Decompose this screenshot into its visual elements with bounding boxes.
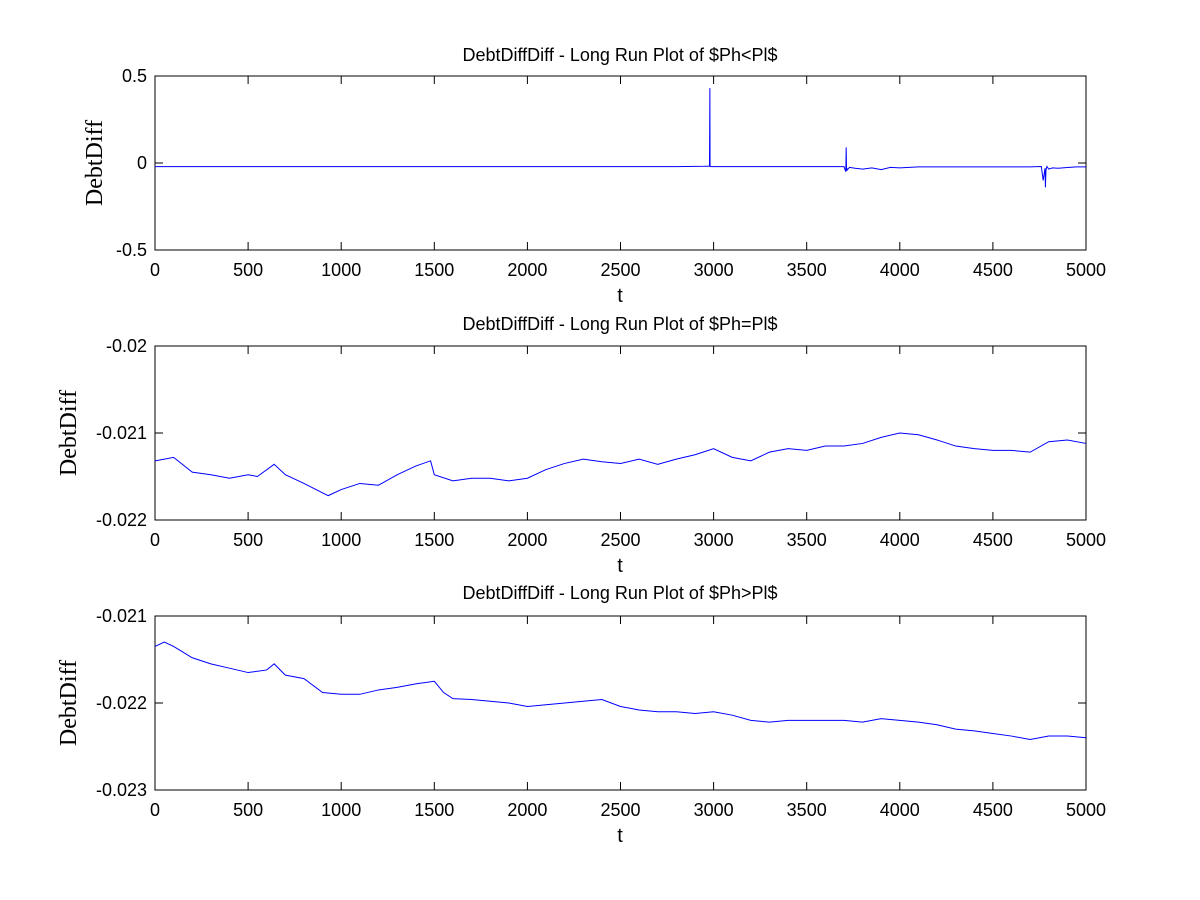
y-tick-label: -0.022 bbox=[96, 693, 147, 713]
plot-area bbox=[154, 75, 1087, 251]
series-line bbox=[155, 88, 1086, 188]
x-tick-label: 2500 bbox=[600, 530, 640, 550]
x-axis-label: t bbox=[617, 825, 623, 847]
y-tick-label: -0.021 bbox=[96, 423, 147, 443]
x-tick-label: 4500 bbox=[973, 260, 1013, 280]
tick-group: 0 500 1000 1500 2000 2500 3000 3500 4000 4500 5000… bbox=[96, 336, 1106, 550]
tick-group: 0 500 1000 1500 2000 2500 3000 3500 4000 4500 5000… bbox=[96, 606, 1106, 820]
x-axis-label: t bbox=[617, 285, 623, 307]
x-tick-label: 5000 bbox=[1066, 260, 1106, 280]
x-tick-label: 500 bbox=[233, 800, 263, 820]
x-tick-label: 4000 bbox=[880, 800, 920, 820]
plot-area bbox=[154, 615, 1087, 791]
x-tick-label: 0 bbox=[150, 800, 160, 820]
chart-title: DebtDiffDiff - Long Run Plot of $Ph<Pl$ bbox=[462, 45, 777, 65]
y-tick-label: -0.021 bbox=[96, 606, 147, 626]
x-tick-label: 3000 bbox=[694, 530, 734, 550]
y-tick-label: 0.5 bbox=[122, 66, 147, 86]
plot-area bbox=[154, 345, 1087, 521]
y-tick-label: -0.5 bbox=[116, 240, 147, 260]
x-tick-label: 3000 bbox=[694, 260, 734, 280]
x-tick-label: 1000 bbox=[321, 800, 361, 820]
x-tick-label: 2000 bbox=[507, 260, 547, 280]
x-tick-label: 3500 bbox=[787, 800, 827, 820]
y-tick-label: -0.023 bbox=[96, 780, 147, 800]
x-tick-label: 0 bbox=[150, 260, 160, 280]
subplot-1: DebtDiffDiff - Long Run Plot of $Ph<Pl$ … bbox=[82, 45, 1106, 307]
x-tick-label: 4500 bbox=[973, 530, 1013, 550]
subplot-3: DebtDiffDiff - Long Run Plot of $Ph>Pl$ … bbox=[56, 583, 1106, 847]
chart-title: DebtDiffDiff - Long Run Plot of $Ph=Pl$ bbox=[462, 314, 777, 334]
x-tick-label: 500 bbox=[233, 260, 263, 280]
x-tick-label: 1000 bbox=[321, 260, 361, 280]
y-axis-label: DebtDiff bbox=[56, 390, 82, 476]
y-tick-label: -0.02 bbox=[106, 336, 147, 356]
y-tick-label: 0 bbox=[137, 153, 147, 173]
x-tick-label: 2500 bbox=[600, 800, 640, 820]
y-axis-label: DebtDiff bbox=[56, 660, 82, 746]
x-tick-label: 1500 bbox=[414, 800, 454, 820]
subplot-2: DebtDiffDiff - Long Run Plot of $Ph=Pl$ … bbox=[56, 314, 1106, 577]
series-line bbox=[154, 641, 1087, 741]
x-tick-label: 5000 bbox=[1066, 800, 1106, 820]
x-tick-label: 2000 bbox=[507, 530, 547, 550]
chart-title: DebtDiffDiff - Long Run Plot of $Ph>Pl$ bbox=[462, 583, 777, 603]
x-tick-label: 2000 bbox=[507, 800, 547, 820]
x-tick-label: 4500 bbox=[973, 800, 1013, 820]
x-tick-label: 4000 bbox=[880, 530, 920, 550]
x-tick-label: 1000 bbox=[321, 530, 361, 550]
x-axis-label: t bbox=[617, 555, 623, 577]
y-axis-label: DebtDiff bbox=[82, 120, 108, 206]
tick-group: 0 500 1000 1500 2000 2500 3000 3500 4000 4500 5000… bbox=[116, 66, 1106, 280]
x-tick-label: 500 bbox=[233, 530, 263, 550]
x-tick-label: 3000 bbox=[694, 800, 734, 820]
x-tick-label: 3500 bbox=[787, 530, 827, 550]
x-tick-label: 3500 bbox=[787, 260, 827, 280]
x-tick-label: 0 bbox=[150, 530, 160, 550]
x-tick-label: 4000 bbox=[880, 260, 920, 280]
series-line bbox=[154, 432, 1087, 497]
x-tick-label: 1500 bbox=[414, 260, 454, 280]
x-tick-label: 2500 bbox=[600, 260, 640, 280]
x-tick-label: 1500 bbox=[414, 530, 454, 550]
y-tick-label: -0.022 bbox=[96, 510, 147, 530]
x-tick-label: 5000 bbox=[1066, 530, 1106, 550]
